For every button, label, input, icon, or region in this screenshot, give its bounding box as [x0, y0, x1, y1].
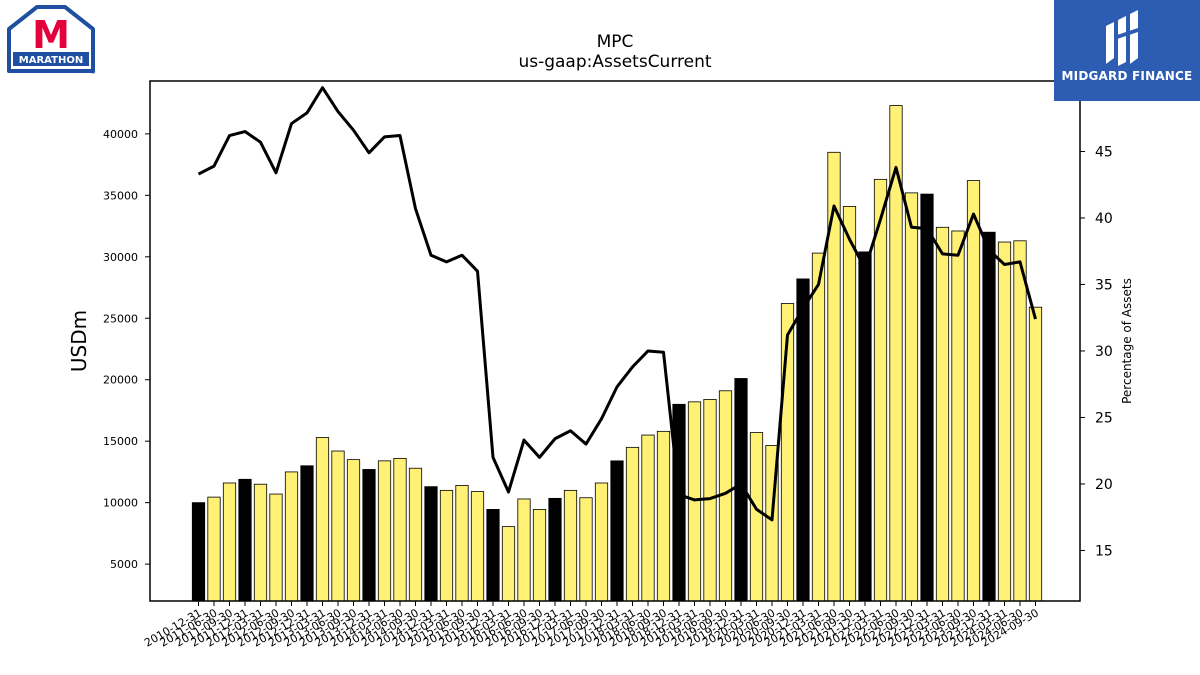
- midgard-mark-icon: [1106, 10, 1138, 66]
- bar: [486, 509, 500, 602]
- bar: [920, 193, 934, 602]
- bar: [563, 489, 578, 602]
- bar: [579, 497, 593, 602]
- y-tick-label: 20000: [103, 374, 138, 387]
- bar: [625, 446, 640, 602]
- chart-subtitle: us-gaap:AssetsCurrent: [518, 52, 712, 72]
- bar: [672, 403, 686, 602]
- marathon-logo-text: MARATHON: [19, 55, 83, 66]
- y2-tick-label: 30: [1095, 344, 1113, 360]
- y-tick-label: 15000: [103, 435, 138, 448]
- y-tick-label: 5000: [110, 558, 138, 571]
- percentage-line: [197, 86, 1037, 522]
- registered-mark: ®: [90, 69, 96, 75]
- bar: [238, 478, 252, 602]
- bar: [346, 459, 361, 602]
- y2-axis-label: Percentage of Assets: [1120, 278, 1134, 404]
- bar: [284, 471, 299, 602]
- bar: [548, 497, 562, 602]
- bar: [796, 278, 810, 602]
- y2-tick-label: 40: [1095, 211, 1113, 227]
- y-tick-label: 25000: [103, 312, 138, 325]
- bar: [517, 498, 531, 602]
- bar: [641, 434, 655, 602]
- bar: [424, 486, 438, 602]
- bar: [393, 457, 407, 602]
- bar: [253, 483, 268, 602]
- bar: [1013, 240, 1027, 602]
- bar: [935, 226, 950, 602]
- midgard-finance-text: MIDGARD FINANCE: [1061, 69, 1193, 83]
- y2-tick-label: 15: [1095, 543, 1113, 559]
- bar: [966, 180, 981, 602]
- midgard-finance-logo: MIDGARD FINANCE: [1054, 0, 1200, 101]
- bar: [873, 178, 888, 602]
- bar: [904, 192, 919, 602]
- bar: [982, 231, 996, 602]
- bar: [331, 450, 345, 602]
- y-tick-label: 40000: [103, 128, 138, 141]
- chart-title: MPC: [596, 32, 634, 52]
- y-tick-label: 30000: [103, 251, 138, 264]
- marathon-logo-mark: M: [32, 13, 70, 57]
- bar: [749, 432, 764, 602]
- bar: [858, 251, 872, 602]
- bar: [377, 460, 392, 602]
- bar: [842, 205, 857, 602]
- bar: [362, 469, 376, 602]
- bar: [951, 230, 965, 602]
- bar: [408, 467, 423, 602]
- bar: [470, 491, 485, 602]
- bar: [191, 502, 206, 602]
- y-tick-label: 10000: [103, 497, 138, 510]
- y-tick-label: 35000: [103, 189, 138, 202]
- bar: [207, 496, 221, 602]
- bar: [532, 509, 547, 602]
- y2-tick-label: 35: [1095, 277, 1113, 293]
- marathon-logo: M MARATHON ®: [5, 5, 97, 76]
- bar: [222, 482, 237, 602]
- bar: [1028, 306, 1043, 602]
- y2-tick-label: 25: [1095, 410, 1113, 426]
- bar: [455, 485, 469, 602]
- bar: [594, 482, 609, 602]
- bar: [501, 526, 516, 602]
- bar: [300, 465, 314, 602]
- bar: [269, 493, 283, 602]
- y2-tick-label: 45: [1095, 144, 1113, 160]
- bar: [656, 430, 671, 602]
- y2-tick-label: 20: [1095, 477, 1113, 493]
- bar: [315, 437, 330, 602]
- y-axis-label: USDm: [67, 310, 91, 372]
- bar: [811, 252, 826, 602]
- plot-frame: [149, 80, 1081, 602]
- bar: [439, 489, 454, 602]
- bar: [997, 241, 1012, 602]
- bar: [610, 460, 624, 602]
- bar: [827, 151, 841, 602]
